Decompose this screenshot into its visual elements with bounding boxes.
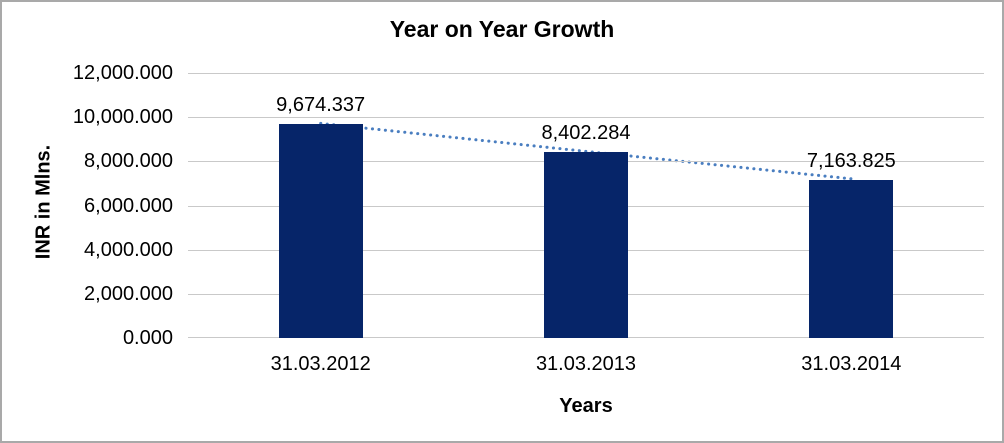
- chart-title: Year on Year Growth: [389, 16, 615, 42]
- x-axis-category-label: 31.03.2014: [801, 353, 902, 375]
- x-axis-label: Years: [559, 395, 613, 417]
- bar: [544, 152, 628, 338]
- y-axis-tick-label: 6,000.000: [84, 194, 173, 217]
- bar-data-label: 9,674.337: [276, 94, 366, 117]
- y-axis-tick-label: 0.000: [122, 327, 173, 349]
- x-axis-category-label: 31.03.2013: [535, 353, 637, 375]
- bar-data-label: 7,163.825: [806, 149, 896, 172]
- gridline: [188, 117, 984, 119]
- y-axis-tick-label: 12,000.000: [72, 62, 173, 84]
- bar: [809, 179, 894, 338]
- plot-area: 9,674.337 8,402.284 7,163.825: [188, 73, 984, 338]
- y-axis-tick-label: 8,000.000: [84, 150, 173, 173]
- gridline: [188, 73, 984, 74]
- y-axis-tick-label: 4,000.000: [84, 238, 173, 261]
- bar-data-label: 8,402.284: [541, 122, 631, 145]
- y-axis-tick-label: 10,000.000: [72, 106, 173, 129]
- x-axis-category-label: 31.03.2012: [270, 353, 371, 375]
- bar: [278, 124, 363, 338]
- y-axis-tick-label: 2,000.000: [84, 282, 173, 305]
